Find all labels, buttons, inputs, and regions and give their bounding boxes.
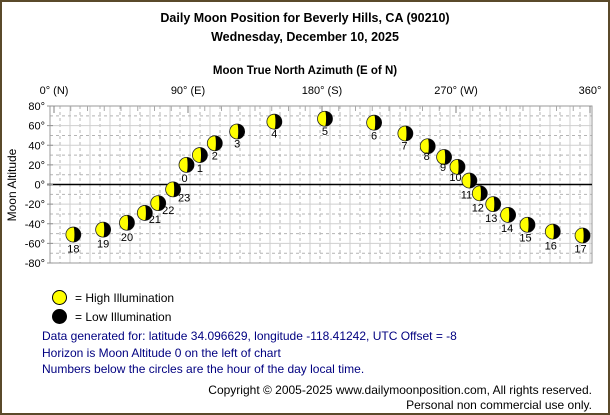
hour-label: 6 bbox=[371, 131, 377, 143]
azimuth-altitude-chart: 0° (N) 90° (E) 180° (S) 270° (W) 360°80°60°4… bbox=[5, 85, 602, 270]
legend-row-high: = High Illumination bbox=[52, 288, 174, 307]
moon-dark-side bbox=[582, 228, 591, 244]
hour-label: 1 bbox=[197, 163, 203, 175]
hour-label: 7 bbox=[401, 140, 407, 152]
moon-dark-side bbox=[552, 224, 561, 240]
hour-label: 0 bbox=[181, 173, 187, 185]
hour-label: 21 bbox=[149, 214, 161, 226]
hour-label: 20 bbox=[121, 232, 133, 244]
hour-label: 19 bbox=[97, 239, 109, 251]
altitude-tick-label: 40° bbox=[28, 140, 45, 152]
usage-line: Personal non commercial use only. bbox=[406, 398, 592, 412]
altitude-tick-label: -20° bbox=[25, 199, 45, 211]
low-illumination-moon-icon bbox=[52, 309, 67, 324]
hour-label: 23 bbox=[178, 192, 190, 204]
hour-label: 16 bbox=[545, 241, 557, 253]
info-line-hours: Numbers below the circles are the hour o… bbox=[42, 362, 365, 376]
hour-label: 18 bbox=[67, 244, 79, 256]
hour-label: 22 bbox=[162, 205, 174, 217]
legend: = High Illumination = Low Illumination bbox=[52, 288, 174, 326]
info-line-horizon: Horizon is Moon Altitude 0 on the left o… bbox=[42, 345, 281, 360]
generation-info: Data generated for: latitude 34.096629, … bbox=[42, 328, 457, 378]
moon-dark-side bbox=[427, 138, 436, 154]
moon-dark-side bbox=[469, 173, 477, 189]
altitude-tick-label: 80° bbox=[28, 101, 45, 113]
moon-dark-side bbox=[405, 125, 413, 141]
moon-dark-side bbox=[237, 124, 245, 140]
copyright-line: Copyright © 2005-2025 www.dailymoonposit… bbox=[208, 383, 592, 397]
hour-label: 14 bbox=[501, 223, 513, 235]
altitude-tick-label: 20° bbox=[28, 160, 45, 172]
moon-dark-side bbox=[173, 181, 181, 197]
moon-dark-side bbox=[103, 222, 111, 238]
hour-label: 10 bbox=[449, 172, 461, 184]
copyright: Copyright © 2005-2025 www.dailymoonposit… bbox=[208, 383, 592, 413]
moon-dark-side bbox=[457, 159, 465, 175]
moon-dark-side bbox=[186, 157, 195, 173]
azimuth-tick-label: 270° (W) bbox=[434, 85, 478, 97]
hour-label: 13 bbox=[485, 213, 497, 225]
altitude-tick-label: 0° bbox=[34, 180, 45, 192]
moon-dark-side bbox=[126, 215, 135, 231]
legend-high-label: = High Illumination bbox=[75, 290, 175, 305]
moon-dark-side bbox=[324, 111, 333, 127]
moon-dark-side bbox=[508, 207, 516, 223]
altitude-tick-label: -40° bbox=[25, 219, 45, 231]
azimuth-tick-label: 360° bbox=[579, 85, 602, 97]
azimuth-tick-label: 0° (N) bbox=[40, 85, 69, 97]
moon-dark-side bbox=[444, 149, 452, 165]
y-axis-title: Moon Altitude bbox=[5, 148, 19, 221]
info-line-coordinates: Data generated for: latitude 34.096629, … bbox=[42, 329, 457, 343]
hour-label: 3 bbox=[234, 139, 240, 151]
moon-dark-side bbox=[73, 227, 81, 243]
high-illumination-moon-icon bbox=[52, 290, 67, 305]
moon-dark-side bbox=[493, 196, 501, 212]
hour-label: 8 bbox=[424, 151, 430, 163]
moon-dark-side bbox=[479, 185, 488, 201]
altitude-tick-label: -80° bbox=[25, 258, 45, 270]
hour-label: 11 bbox=[461, 190, 472, 202]
moon-dark-side bbox=[144, 205, 153, 221]
hour-label: 17 bbox=[574, 244, 586, 256]
date-subtitle: Wednesday, December 10, 2025 bbox=[211, 30, 399, 44]
moon-dark-side bbox=[158, 195, 166, 211]
hour-label: 4 bbox=[271, 129, 277, 141]
hour-label: 2 bbox=[212, 150, 218, 162]
moon-dark-side bbox=[374, 115, 382, 131]
altitude-tick-label: -60° bbox=[25, 238, 45, 250]
hour-label: 12 bbox=[472, 202, 484, 214]
hour-label: 15 bbox=[519, 233, 531, 245]
x-axis-title: Moon True North Azimuth (E of N) bbox=[212, 65, 398, 77]
azimuth-tick-label: 90° (E) bbox=[171, 85, 205, 97]
altitude-tick-label: 60° bbox=[28, 121, 45, 133]
page-title: Daily Moon Position for Beverly Hills, C… bbox=[160, 11, 450, 25]
moon-dark-side bbox=[274, 114, 282, 130]
moon-dark-side bbox=[527, 217, 535, 233]
hour-label: 5 bbox=[322, 126, 328, 138]
azimuth-tick-label: 180° (S) bbox=[302, 85, 342, 97]
legend-row-low: = Low Illumination bbox=[52, 307, 174, 326]
moon-dark-side bbox=[199, 147, 208, 163]
legend-low-label: = Low Illumination bbox=[75, 309, 172, 324]
hour-label: 9 bbox=[440, 162, 446, 174]
moon-dark-side bbox=[214, 135, 223, 151]
